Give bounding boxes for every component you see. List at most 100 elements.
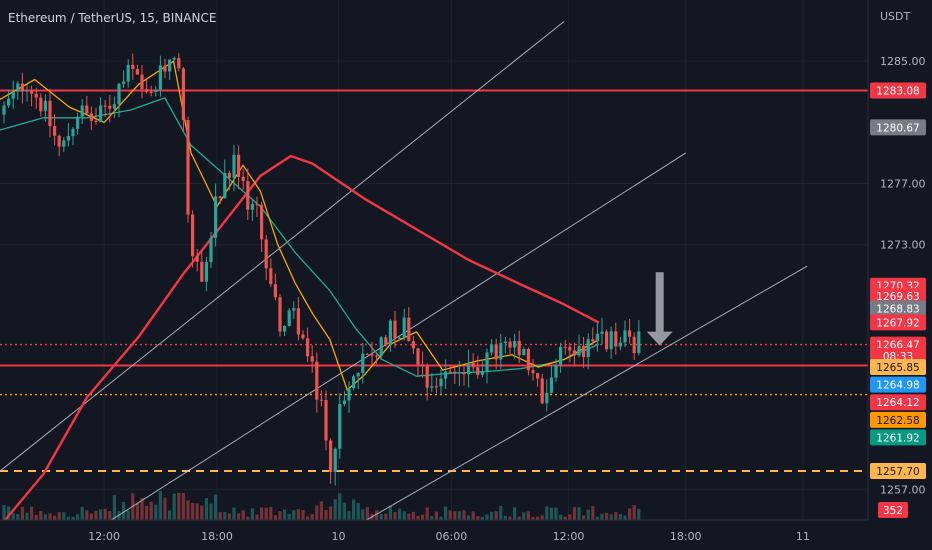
time-tick-label: 18:00 <box>201 530 233 543</box>
volume-bar <box>338 493 342 520</box>
candle <box>7 89 11 108</box>
volume-bar <box>34 514 38 520</box>
candle <box>315 352 319 413</box>
candle <box>191 210 195 268</box>
candle-body <box>241 176 245 182</box>
price-tick-label: 1277.00 <box>880 178 926 191</box>
candle <box>209 231 213 268</box>
volume-bar <box>292 510 296 520</box>
candle-body <box>181 68 185 121</box>
candle-body <box>301 334 305 339</box>
candle-body <box>232 154 236 178</box>
candle <box>30 85 34 107</box>
candle-body <box>204 261 208 282</box>
candle <box>416 347 420 377</box>
candle-body <box>600 331 604 334</box>
candle-body <box>526 348 530 371</box>
volume-bar <box>540 515 544 520</box>
candle-body <box>324 399 328 441</box>
volume-bar <box>347 510 351 520</box>
candle <box>154 86 158 97</box>
volume-bar <box>411 511 415 520</box>
candle-body <box>388 320 392 346</box>
candle-body <box>94 120 98 122</box>
volume-bar <box>310 514 314 520</box>
price-tag-label: 1265.85 <box>876 362 919 374</box>
volume-bar <box>25 512 29 520</box>
time-axis-panel[interactable] <box>0 520 932 550</box>
candle <box>536 372 540 387</box>
candle <box>117 82 121 118</box>
price-tag-bg <box>870 463 926 480</box>
candle-body <box>273 284 277 298</box>
time-tick-label: 12:00 <box>553 530 585 543</box>
volume-bar <box>342 502 346 520</box>
volume-bar <box>103 508 107 520</box>
volume-bar <box>582 515 586 520</box>
candle <box>20 72 24 104</box>
volume-bar <box>62 512 66 520</box>
volume-bar <box>453 511 457 520</box>
volume-bar <box>559 514 563 520</box>
volume-bar <box>57 512 61 520</box>
volume-bar <box>2 505 6 520</box>
candle <box>605 329 609 352</box>
candle <box>421 351 425 378</box>
volume-bar <box>494 511 498 520</box>
candle-body <box>250 203 254 210</box>
candle <box>287 307 291 327</box>
candle <box>227 170 231 191</box>
candle <box>444 359 448 390</box>
candle <box>494 338 498 370</box>
candle-body <box>549 377 553 393</box>
candle-body <box>453 371 457 373</box>
candle-body <box>283 326 287 332</box>
candle-body <box>76 116 80 129</box>
symbol-title[interactable]: Ethereum / TetherUS, 15, BINANCE <box>8 11 216 25</box>
candle <box>513 333 517 359</box>
price-tag-bg <box>870 359 926 376</box>
channel-trend-line[interactable] <box>355 265 808 527</box>
down-arrow-shaft[interactable] <box>655 272 664 334</box>
candle-body <box>361 353 365 373</box>
volume-bar <box>241 510 245 520</box>
volume-bar <box>7 506 11 520</box>
volume-bar <box>402 511 406 520</box>
price-tag: 1265.85 <box>870 359 926 376</box>
candle-body <box>591 339 595 342</box>
candle <box>200 251 204 283</box>
candle <box>25 84 29 102</box>
candle-body <box>66 136 70 141</box>
volume-bar <box>522 512 526 520</box>
volume-bar <box>163 497 167 520</box>
price-tag-bg <box>870 376 926 393</box>
candle <box>310 345 314 373</box>
volume-bar <box>416 516 420 520</box>
candle-body <box>296 308 300 335</box>
candle <box>545 379 549 412</box>
volume-bar <box>71 516 75 520</box>
volume-bar <box>600 513 604 520</box>
volume-bar <box>536 516 540 520</box>
candle-body <box>200 261 204 282</box>
volume-bar <box>214 494 218 520</box>
candle <box>637 320 641 356</box>
candle <box>177 53 181 72</box>
candle-body <box>39 97 43 112</box>
candle <box>39 93 43 117</box>
candle <box>255 196 259 217</box>
candle-body <box>227 173 231 178</box>
candle-body <box>623 330 627 343</box>
candle <box>503 337 507 354</box>
channel-trend-line[interactable] <box>0 21 565 472</box>
candle-body <box>57 135 61 147</box>
down-arrow-head[interactable] <box>646 331 673 346</box>
candle-body <box>319 399 323 401</box>
volume-bar <box>20 506 24 520</box>
annotation-layer[interactable] <box>646 272 673 346</box>
candle <box>582 336 586 368</box>
candle-body <box>292 308 296 311</box>
candle <box>398 335 402 341</box>
time-tick-label: 12:00 <box>88 530 120 543</box>
